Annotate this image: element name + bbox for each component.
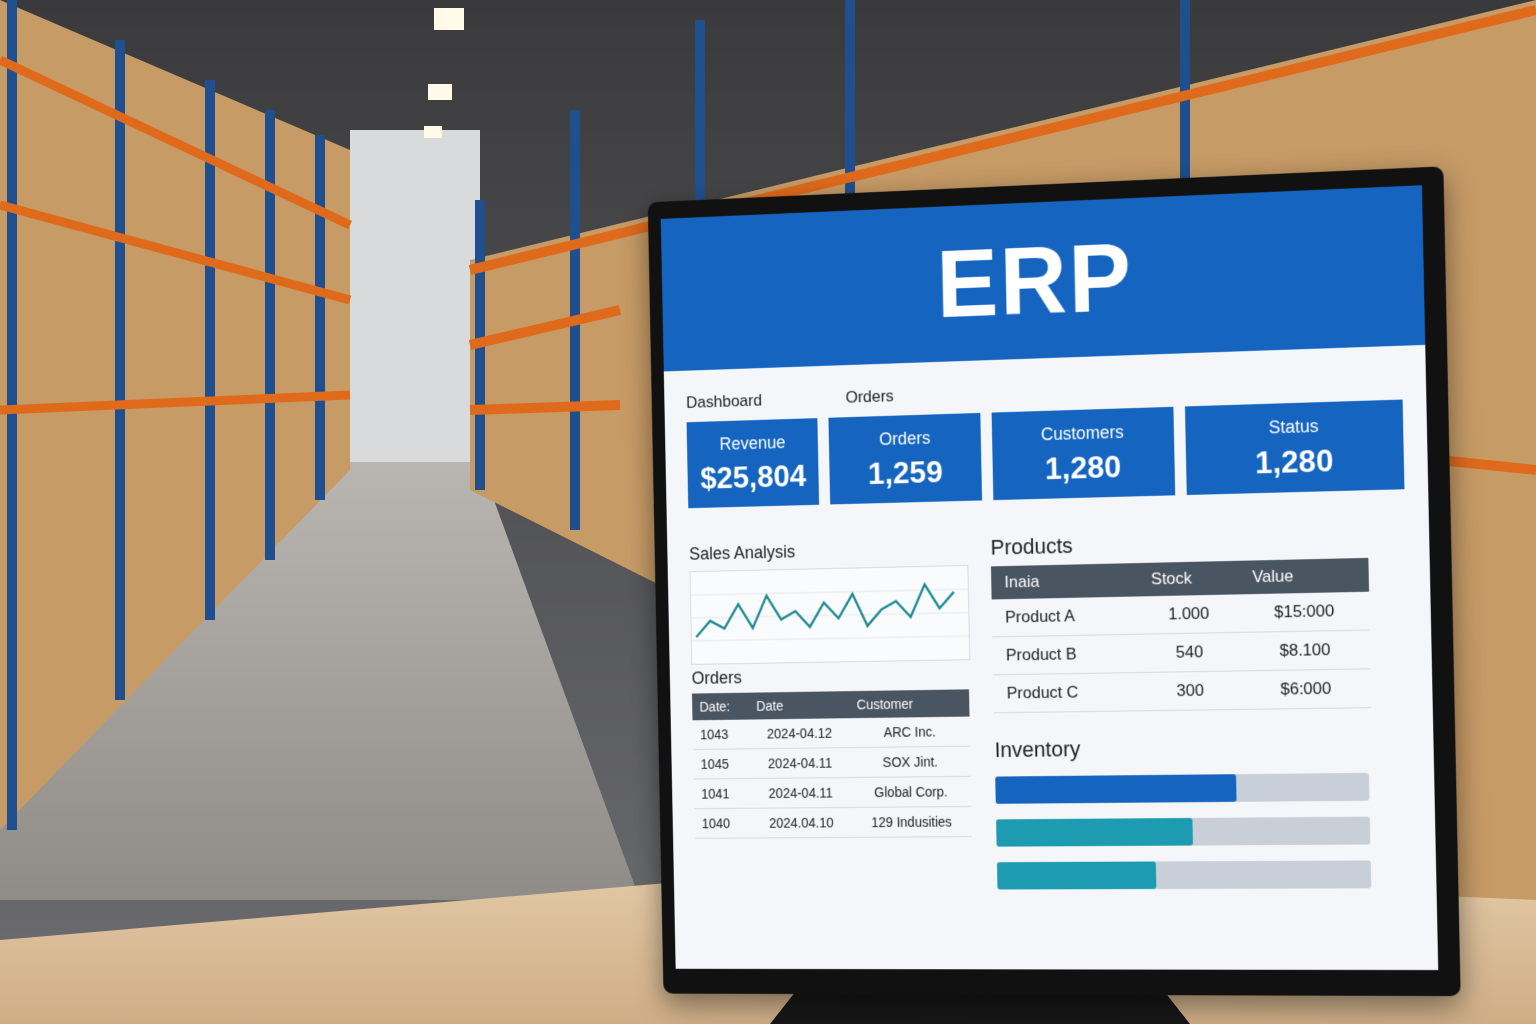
order-id: 1040 (694, 808, 751, 838)
kpi-customers[interactable]: Customers 1,280 (991, 407, 1175, 500)
monitor: ERP Dashboard Orders Revenue $25,804 Ord… (648, 166, 1461, 996)
products-col-header: Stock (1137, 561, 1239, 597)
kpi-row: Revenue $25,804 Orders 1,259 Customers 1… (687, 400, 1405, 509)
kpi-value: $25,804 (696, 458, 810, 497)
table-row[interactable]: 1040 2024.04.10 129 Indusities (694, 806, 972, 838)
inventory-title: Inventory (994, 737, 1080, 763)
kpi-value: 1,280 (1195, 441, 1394, 483)
product-value: $6:000 (1241, 669, 1372, 710)
order-date: 2024-04.11 (750, 748, 851, 779)
kpi-revenue[interactable]: Revenue $25,804 (687, 418, 820, 508)
nav-row: Dashboard Orders (686, 384, 974, 413)
kpi-label: Customers (1001, 421, 1164, 446)
product-name: Product C (993, 673, 1140, 713)
inventory-bar-fill (995, 774, 1237, 804)
order-date: 2024.04.10 (751, 807, 852, 838)
nav-orders[interactable]: Orders (845, 387, 894, 407)
inventory-bar-fill (996, 818, 1193, 847)
inventory-bar (997, 860, 1371, 889)
order-date: 2024-04.11 (750, 778, 851, 809)
kpi-label: Status (1195, 414, 1394, 441)
product-name: Product A (992, 596, 1139, 636)
order-customer: SOX Jint. (850, 746, 971, 777)
sales-trend-line (695, 584, 954, 637)
table-row[interactable]: Product C 300 $6:000 (993, 669, 1371, 713)
table-row[interactable]: 1043 2024-04.12 ARC Inc. (693, 717, 971, 750)
erp-screen: ERP Dashboard Orders Revenue $25,804 Ord… (661, 185, 1438, 970)
order-date: 2024-04.12 (749, 718, 850, 749)
kpi-label: Orders (838, 427, 971, 451)
inventory-bar (995, 773, 1369, 804)
order-id: 1045 (693, 749, 750, 779)
orders-col-header: Date: (692, 693, 749, 721)
inventory-bar (996, 817, 1370, 847)
orders-col-header: Date (749, 691, 850, 719)
products-col-header: Value (1238, 558, 1369, 594)
product-stock: 300 (1139, 671, 1241, 711)
erp-title: ERP (936, 221, 1135, 339)
table-row[interactable]: 1045 2024-04.11 SOX Jint. (693, 746, 971, 779)
product-value: $8.100 (1240, 630, 1371, 671)
order-customer: 129 Indusities (851, 806, 972, 837)
sales-analysis-title: Sales Analysis (689, 542, 795, 565)
kpi-status[interactable]: Status 1,280 (1185, 400, 1405, 495)
erp-header: ERP (661, 185, 1425, 371)
products-col-header: Inaia (991, 563, 1138, 599)
inventory-bar-fill (997, 861, 1156, 889)
products-table: Inaia Stock Value Product A 1.000 $15:00… (991, 558, 1372, 713)
sales-chart (690, 565, 971, 665)
nav-dashboard[interactable]: Dashboard (686, 391, 762, 412)
order-customer: Global Corp. (851, 776, 972, 807)
product-stock: 540 (1139, 632, 1241, 672)
product-name: Product B (992, 634, 1139, 675)
order-id: 1043 (693, 720, 750, 750)
table-row[interactable]: 1041 2024-04.11 Global Corp. (694, 776, 972, 808)
kpi-orders[interactable]: Orders 1,259 (829, 413, 982, 505)
products-title: Products (990, 533, 1073, 560)
orders-col-header: Customer (849, 689, 970, 718)
orders-title: Orders (691, 668, 742, 689)
table-row[interactable]: Product B 540 $8.100 (992, 630, 1370, 675)
kpi-value: 1,259 (839, 453, 972, 493)
sales-trend-chart (690, 566, 969, 664)
order-id: 1041 (694, 779, 751, 809)
product-value: $15:000 (1239, 592, 1370, 633)
kpi-label: Revenue (696, 432, 809, 456)
kpi-value: 1,280 (1002, 447, 1165, 488)
product-stock: 1.000 (1138, 594, 1240, 634)
orders-table: Date: Date Customer 1043 2024-04.12 ARC … (692, 689, 972, 838)
order-customer: ARC Inc. (850, 717, 971, 748)
